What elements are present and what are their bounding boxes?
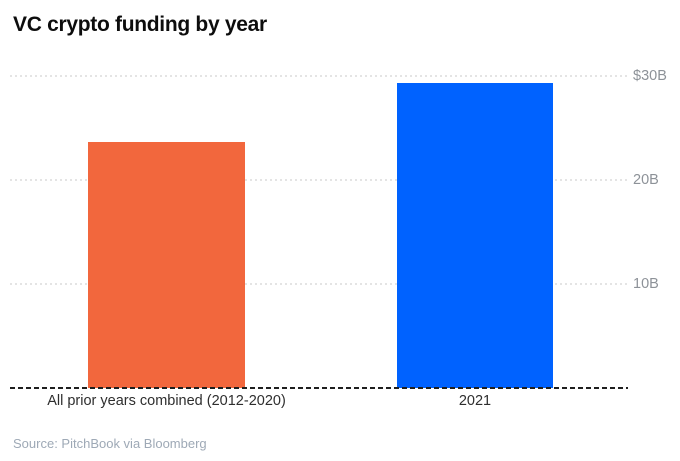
bar-2021 — [397, 83, 553, 388]
source-attribution: Source: PitchBook via Bloomberg — [13, 436, 207, 451]
x-axis-category-label: 2021 — [458, 393, 492, 409]
y-axis-tick-label: 20B — [633, 172, 659, 188]
bar-prior-years — [88, 141, 245, 388]
x-axis-category-label: All prior years combined (2012-2020) — [47, 393, 286, 409]
gridline-30b — [10, 75, 627, 77]
y-axis-tick-label: $30B — [633, 68, 667, 84]
chart-title: VC crypto funding by year — [13, 13, 267, 36]
y-axis-tick-label: 10B — [633, 276, 659, 292]
x-axis-baseline — [10, 387, 628, 389]
gridline-10b — [10, 283, 627, 285]
gridline-20b — [10, 179, 627, 181]
